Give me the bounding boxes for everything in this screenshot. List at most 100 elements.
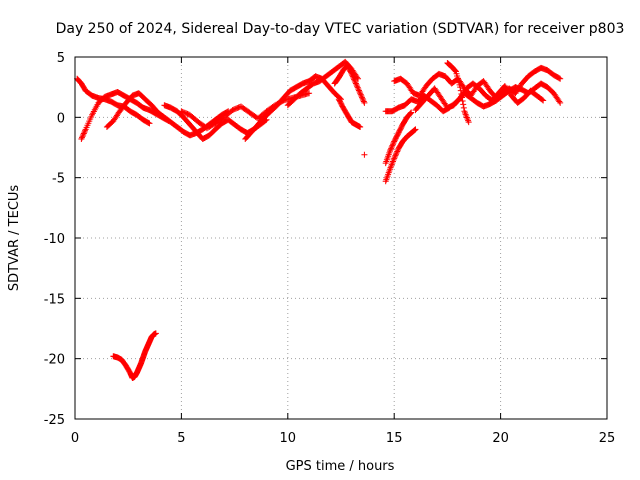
data-point xyxy=(393,149,400,156)
data-point xyxy=(388,145,395,152)
data-point xyxy=(361,99,368,106)
y-tick-label: -20 xyxy=(44,353,65,368)
data-point xyxy=(386,148,393,155)
series-arc-6 xyxy=(242,73,344,143)
series-arc-8 xyxy=(331,62,368,106)
series-arc-16 xyxy=(412,80,547,114)
data-point xyxy=(80,130,87,137)
y-tick-label: -5 xyxy=(52,172,65,187)
data-point xyxy=(540,97,547,104)
data-point xyxy=(348,69,355,76)
data-point xyxy=(353,81,360,88)
data-point xyxy=(82,127,89,134)
data-point xyxy=(407,110,414,117)
series-arc-11 xyxy=(382,126,419,185)
data-point xyxy=(356,88,363,95)
data-point xyxy=(390,139,397,146)
data-point xyxy=(357,90,364,97)
data-point xyxy=(81,129,88,136)
data-point xyxy=(80,131,87,138)
data-point xyxy=(407,110,414,117)
data-point xyxy=(306,90,313,97)
x-tick-label: 0 xyxy=(71,431,79,446)
data-point xyxy=(391,155,398,162)
x-tick-label: 25 xyxy=(599,431,616,446)
data-point xyxy=(78,134,85,141)
data-point xyxy=(556,98,563,105)
y-tick-labels: 5 0 -5 -10 -15 -20 -25 xyxy=(44,51,65,428)
data-point xyxy=(465,119,472,126)
series-arc-7 xyxy=(284,58,362,109)
data-point xyxy=(357,123,364,130)
x-tick-label: 5 xyxy=(177,431,185,446)
x-tick-label: 15 xyxy=(386,431,403,446)
chart-title: Day 250 of 2024, Sidereal Day-to-day VTE… xyxy=(56,21,625,37)
data-point xyxy=(412,126,419,133)
data-point xyxy=(361,151,368,158)
grid-lines xyxy=(75,57,607,419)
x-axis-label: GPS time / hours xyxy=(286,459,395,474)
data-point xyxy=(389,141,396,148)
data-points xyxy=(74,58,564,381)
series-arc-12 xyxy=(382,109,415,167)
data-point xyxy=(355,75,362,82)
series-arc-14 xyxy=(391,64,564,102)
data-point xyxy=(359,95,366,102)
data-point xyxy=(457,87,464,94)
data-point xyxy=(556,75,563,82)
series-arc-17 xyxy=(110,330,159,381)
data-point xyxy=(146,120,153,127)
data-point xyxy=(349,73,356,80)
data-point xyxy=(452,67,459,74)
data-point xyxy=(392,152,399,159)
y-axis-label: SDTVAR / TECUs xyxy=(7,185,22,292)
data-point xyxy=(389,142,396,149)
data-point xyxy=(78,136,85,143)
series-arc-15 xyxy=(444,60,472,126)
data-point xyxy=(152,330,159,337)
data-point xyxy=(360,97,367,104)
data-point xyxy=(355,87,362,94)
data-point xyxy=(460,104,467,111)
y-tick-label: -10 xyxy=(44,232,65,247)
plot-frame xyxy=(74,56,608,420)
data-point xyxy=(79,133,86,140)
data-point xyxy=(408,109,415,116)
data-point xyxy=(352,79,359,86)
data-point xyxy=(348,70,355,77)
data-point xyxy=(539,96,546,103)
data-point xyxy=(357,91,364,98)
data-point xyxy=(351,76,358,83)
data-point xyxy=(351,77,358,84)
data-point xyxy=(394,148,401,155)
data-point xyxy=(411,127,418,134)
x-tick-label: 20 xyxy=(492,431,509,446)
data-point xyxy=(391,153,398,160)
data-point xyxy=(557,99,564,106)
data-point xyxy=(393,151,400,158)
data-point xyxy=(355,86,362,93)
series-arc-9 xyxy=(335,96,364,130)
data-point xyxy=(460,101,467,108)
data-point xyxy=(145,119,152,126)
data-point xyxy=(349,72,356,79)
data-point xyxy=(557,75,564,82)
y-tick-label: 0 xyxy=(57,111,65,126)
series-arc-10 xyxy=(361,151,368,158)
data-point xyxy=(350,75,357,82)
data-point xyxy=(388,143,395,150)
data-point xyxy=(387,146,394,153)
data-point xyxy=(358,92,365,99)
data-point xyxy=(457,84,464,91)
y-tick-label: -15 xyxy=(44,292,65,307)
y-tick-label: 5 xyxy=(57,51,65,66)
data-point xyxy=(354,74,361,81)
data-point xyxy=(451,67,458,74)
series-arc-5 xyxy=(178,90,313,132)
data-point xyxy=(354,84,361,91)
data-point xyxy=(360,98,367,105)
x-tick-label: 10 xyxy=(280,431,297,446)
data-point xyxy=(358,94,365,101)
data-point xyxy=(352,80,359,87)
